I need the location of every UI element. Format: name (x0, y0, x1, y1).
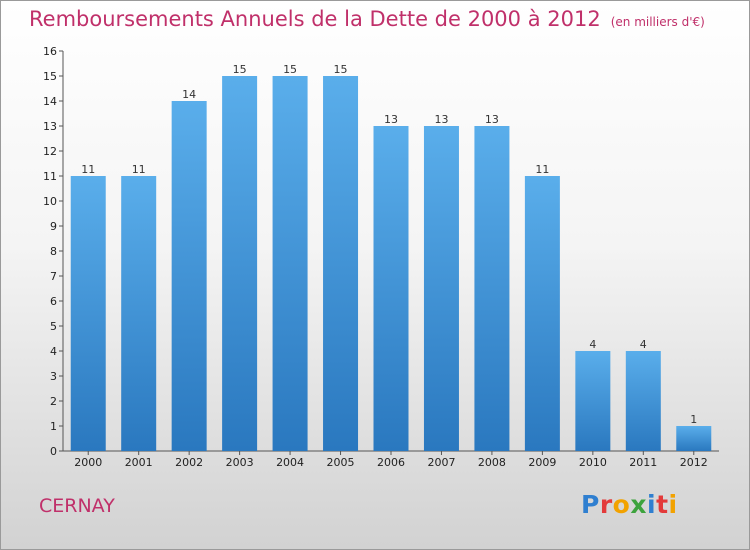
bar (373, 126, 409, 451)
x-tick-label: 2012 (680, 456, 708, 469)
commune-name: CERNAY (39, 495, 115, 517)
logo-letter: r (599, 490, 613, 519)
value-label: 11 (535, 163, 549, 176)
logo-letter: i (647, 490, 657, 519)
y-tick-label: 8 (50, 245, 57, 258)
y-tick-label: 16 (43, 45, 57, 58)
x-tick-label: 2000 (74, 456, 102, 469)
x-tick-label: 2006 (377, 456, 405, 469)
y-tick-label: 2 (50, 395, 57, 408)
bar (222, 76, 258, 451)
chart-unit: (en milliers d'€) (610, 15, 705, 29)
bar (70, 176, 106, 451)
logo-letter: x (630, 490, 647, 519)
x-tick-label: 2001 (125, 456, 153, 469)
y-tick-label: 12 (43, 145, 57, 158)
x-tick-label: 2005 (327, 456, 355, 469)
value-label: 15 (334, 63, 348, 76)
y-tick-label: 9 (50, 220, 57, 233)
y-tick-label: 14 (43, 95, 57, 108)
y-tick-label: 6 (50, 295, 57, 308)
value-label: 1 (690, 413, 697, 426)
x-axis-ticks: 2000 2001 2002 2003 2004 2005 2006 2007 2008 2009… (74, 451, 708, 469)
bar (121, 176, 157, 451)
y-tick-label: 15 (43, 70, 57, 83)
value-labels: 11 11 14 15 15 15 13 13 13 11 4 4 1 (81, 63, 697, 426)
bar (423, 126, 459, 451)
bar (625, 351, 661, 451)
logo-letter: i (668, 490, 678, 519)
logo-letter: o (612, 490, 631, 519)
value-label: 11 (81, 163, 95, 176)
value-label: 4 (589, 338, 596, 351)
value-label: 13 (384, 113, 398, 126)
y-tick-label: 11 (43, 170, 57, 183)
value-label: 15 (283, 63, 297, 76)
value-label: 4 (640, 338, 647, 351)
y-tick-label: 10 (43, 195, 57, 208)
y-tick-label: 13 (43, 120, 57, 133)
chart-title-text: Remboursements Annuels de la Dette de 20… (29, 7, 601, 31)
x-tick-label: 2009 (528, 456, 556, 469)
chart-title: Remboursements Annuels de la Dette de 20… (29, 7, 705, 31)
x-tick-label: 2003 (226, 456, 254, 469)
y-tick-label: 4 (50, 345, 57, 358)
x-tick-label: 2008 (478, 456, 506, 469)
bar (171, 101, 207, 451)
value-label: 11 (132, 163, 146, 176)
y-tick-label: 3 (50, 370, 57, 383)
bars (70, 76, 712, 451)
y-tick-label: 7 (50, 270, 57, 283)
bar (272, 76, 308, 451)
value-label: 13 (485, 113, 499, 126)
bar (323, 76, 359, 451)
x-tick-label: 2011 (629, 456, 657, 469)
x-tick-label: 2010 (579, 456, 607, 469)
x-tick-label: 2007 (427, 456, 455, 469)
bar (474, 126, 510, 451)
value-label: 14 (182, 88, 196, 101)
bar (676, 426, 712, 451)
logo-letter: P (581, 490, 600, 519)
bar (575, 351, 611, 451)
bar (524, 176, 560, 451)
value-label: 13 (434, 113, 448, 126)
y-tick-label: 5 (50, 320, 57, 333)
y-tick-label: 0 (50, 445, 57, 458)
y-tick-label: 1 (50, 420, 57, 433)
x-tick-label: 2002 (175, 456, 203, 469)
x-tick-label: 2004 (276, 456, 304, 469)
value-label: 15 (233, 63, 247, 76)
proxiti-logo: Proxiti (581, 490, 678, 519)
logo-letter: t (656, 490, 669, 519)
